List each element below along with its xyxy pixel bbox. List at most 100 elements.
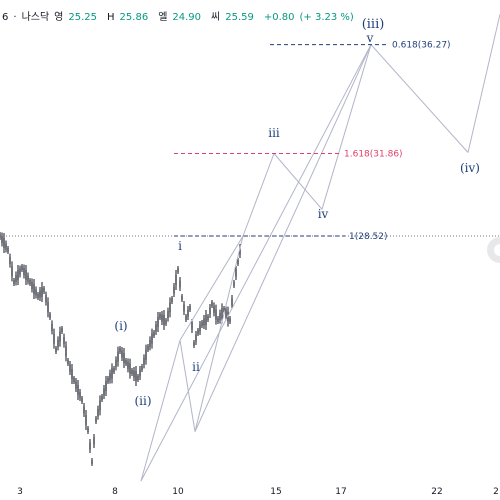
candle-body [89,442,91,450]
price-marker-group [487,237,500,263]
wave-label: iii [268,126,280,140]
candle-body [67,360,69,364]
high-label: H [107,12,115,23]
wave-label: i [178,239,182,253]
candle-body [113,368,115,372]
candle-body [63,337,65,345]
fib-label: 0.618(36.27) [392,41,451,51]
candle-body [3,238,5,248]
candle-body [145,349,147,360]
x-axis: 3 8 10 15 17 22 2 [17,487,499,497]
wave-lines-group [0,14,500,482]
x-tick-label: 3 [17,487,23,497]
fib-label: 1(28.52) [349,232,388,242]
candle-body [65,346,67,357]
change-value: +0.80 [263,12,295,23]
x-tick-label: 22 [431,487,442,497]
candle-body [173,286,175,294]
candle-body [123,353,125,363]
x-tick-label: 10 [172,487,184,497]
candle-body [139,369,141,377]
candle-body [167,311,169,319]
wave-label: iv [318,207,329,221]
candle-body [51,323,53,331]
candle-body [61,328,63,332]
wave-label: (iii) [362,17,385,32]
candle-body [71,369,73,379]
wave-channel-line [140,44,372,482]
header-separator: · [13,12,17,23]
candle-body [203,318,205,326]
candle-body [153,332,155,336]
candle-body [217,318,219,322]
candle-body [127,361,129,369]
candle-body [99,400,101,411]
candle-body [21,266,23,270]
candle-body [197,330,199,334]
candle-body [103,388,105,396]
candle-body [101,396,103,400]
candle-body [213,305,215,313]
x-tick-label: 17 [335,487,346,497]
chart-header: 6 · 나스닥 영 25.25 H 25.86 엘 24.90 씨 25.59 +0.80 (+ 3.2… [2,8,359,23]
wave-label: (i) [114,319,127,333]
wave-segment [273,153,323,210]
candle-body [191,322,193,330]
wave-label: (iv) [460,161,480,175]
candle-body [211,302,213,306]
candle-body [121,350,123,358]
candle-body [23,268,25,275]
candle-body [85,415,87,425]
candle-body [161,314,163,322]
candle-body [219,313,221,321]
low-label: 엘 [158,12,168,23]
candle-body [179,280,181,288]
candle-body [31,282,33,289]
wave-label: (ii) [134,394,151,408]
exchange-name: 나스닥 [21,12,50,23]
candle-body [175,275,177,285]
wave-segment [140,340,181,482]
fib-levels-group: 0.618(36.27) 1.618(31.86) 1(28.52) [174,41,451,242]
candle-body [37,294,39,298]
candle-body [235,269,237,277]
candle-body [33,284,35,294]
candle-body [5,243,7,250]
high-value: 25.86 [119,12,149,23]
candle-body [137,376,139,380]
wave-segment [179,340,196,432]
wave-segment [321,44,372,210]
candle-body [183,304,185,312]
candle-body [199,324,201,332]
candle-body [11,266,13,277]
candle-body [53,333,55,344]
candle-body [221,308,223,319]
candle-body [55,348,57,352]
candle-body [13,280,15,284]
candle-body [165,320,167,324]
candle-body [155,324,157,332]
candle-body [135,371,137,381]
candle-body [79,392,81,398]
candle-body [237,260,239,264]
close-label: 씨 [211,12,221,23]
candle-body [105,381,107,391]
candle-body [39,290,41,298]
candle-body [125,360,127,364]
candle-body [107,378,109,382]
candle-body [59,331,61,342]
candle-body [233,282,235,286]
candle-body [159,314,161,318]
candle-body [163,315,165,325]
candle-body [223,308,225,312]
candle-body [133,370,135,378]
x-tick-label: 15 [270,487,281,497]
candle-body [181,296,183,300]
wave-label: v [366,31,374,45]
candle-body [7,248,9,252]
candle-body [177,268,179,272]
price-marker [487,237,500,263]
candle-body [95,418,97,422]
candle-body [57,339,59,347]
